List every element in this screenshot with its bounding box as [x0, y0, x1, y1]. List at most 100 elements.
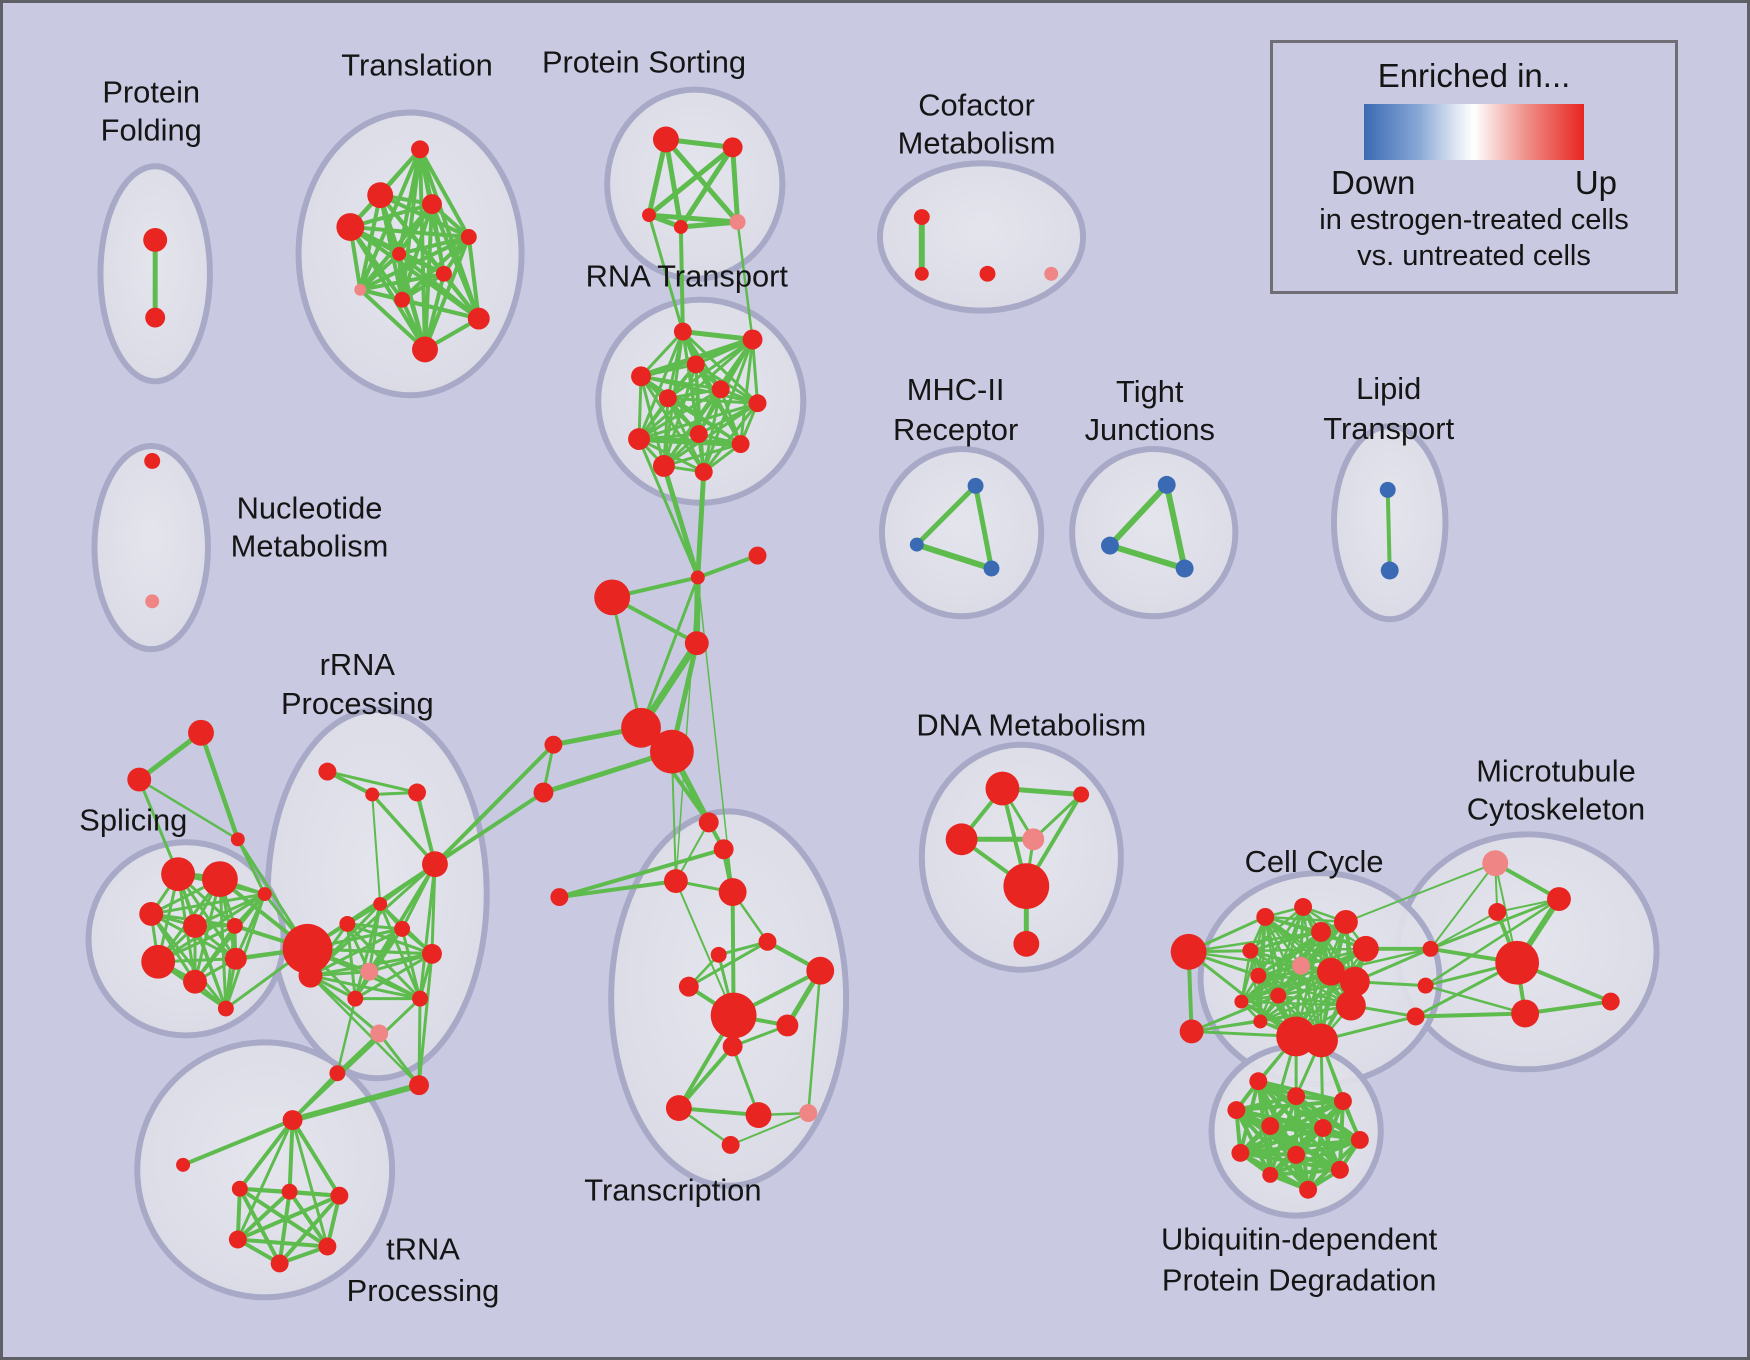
node-x12[interactable] — [722, 1036, 743, 1057]
node-t10[interactable] — [467, 307, 490, 330]
node-mh3[interactable] — [983, 560, 1000, 577]
node-d1[interactable] — [985, 771, 1020, 806]
node-s6[interactable] — [257, 887, 272, 902]
node-u5[interactable] — [1261, 1117, 1280, 1135]
node-sc[interactable] — [230, 832, 245, 847]
node-rb2[interactable] — [409, 1075, 429, 1096]
node-b1[interactable] — [621, 707, 661, 748]
node-x4[interactable] — [718, 878, 747, 906]
node-pf1[interactable] — [143, 228, 168, 252]
node-ccL1[interactable] — [1170, 933, 1207, 970]
node-mt3[interactable] — [1488, 903, 1507, 921]
node-t9[interactable] — [394, 291, 411, 308]
node-h1[interactable] — [282, 923, 333, 974]
node-g6[interactable] — [270, 1254, 289, 1273]
node-rt11[interactable] — [652, 454, 675, 477]
node-cc4[interactable] — [1333, 909, 1358, 934]
node-u9[interactable] — [1287, 1145, 1306, 1164]
node-s5[interactable] — [226, 917, 243, 934]
node-nu1[interactable] — [144, 453, 161, 469]
node-g2[interactable] — [281, 1183, 298, 1200]
node-cf4[interactable] — [1044, 266, 1059, 281]
node-d5[interactable] — [1003, 863, 1050, 909]
node-d4[interactable] — [1022, 828, 1045, 851]
node-t2[interactable] — [367, 182, 394, 209]
node-cc16[interactable] — [1304, 1023, 1338, 1058]
node-x9[interactable] — [806, 956, 835, 985]
node-t7[interactable] — [435, 265, 452, 282]
node-g5[interactable] — [318, 1237, 337, 1256]
node-rt5[interactable] — [711, 380, 730, 399]
node-ps4[interactable] — [673, 220, 688, 234]
node-ccR3[interactable] — [1406, 1007, 1425, 1026]
node-r7[interactable] — [394, 920, 411, 937]
node-q3[interactable] — [594, 579, 631, 616]
node-mt4[interactable] — [1495, 940, 1540, 985]
node-rt1[interactable] — [673, 322, 692, 341]
node-u7[interactable] — [1350, 1131, 1369, 1149]
node-rt4[interactable] — [631, 366, 651, 387]
node-rt9[interactable] — [689, 425, 708, 444]
node-rt12[interactable] — [694, 462, 713, 481]
node-cc11[interactable] — [1253, 1014, 1268, 1029]
node-ps5[interactable] — [729, 214, 746, 230]
node-c2[interactable] — [533, 782, 554, 803]
node-rt3[interactable] — [686, 355, 705, 374]
node-c1[interactable] — [544, 735, 563, 754]
node-cc12[interactable] — [1317, 957, 1345, 986]
node-ccR2[interactable] — [1417, 977, 1434, 994]
node-ps3[interactable] — [642, 208, 656, 223]
node-d6[interactable] — [1013, 930, 1040, 957]
node-t5[interactable] — [460, 228, 477, 245]
node-t8[interactable] — [354, 283, 367, 296]
node-s3[interactable] — [139, 902, 164, 926]
node-u1[interactable] — [1249, 1072, 1268, 1091]
node-nu2[interactable] — [145, 594, 160, 609]
node-s10[interactable] — [217, 1000, 234, 1017]
node-r5[interactable] — [339, 915, 356, 932]
node-x1[interactable] — [698, 812, 719, 833]
node-r3[interactable] — [408, 783, 426, 802]
node-mh2[interactable] — [909, 537, 924, 552]
node-lp1[interactable] — [1379, 481, 1396, 498]
node-cc13[interactable] — [1339, 966, 1370, 997]
node-cf3[interactable] — [979, 265, 996, 282]
node-u4[interactable] — [1227, 1101, 1246, 1120]
node-r12[interactable] — [347, 990, 364, 1007]
node-b2[interactable] — [649, 729, 694, 774]
node-g3[interactable] — [330, 1186, 349, 1205]
node-s4[interactable] — [183, 913, 207, 938]
node-t11[interactable] — [412, 336, 438, 363]
node-cc7[interactable] — [1242, 942, 1259, 959]
node-rt7[interactable] — [748, 394, 767, 413]
node-d3[interactable] — [945, 823, 978, 856]
node-x16[interactable] — [721, 1135, 740, 1154]
node-q4[interactable] — [684, 631, 709, 656]
node-cc10[interactable] — [1234, 994, 1249, 1009]
node-mt2[interactable] — [1547, 887, 1571, 911]
node-cc5[interactable] — [1352, 935, 1379, 962]
node-th[interactable] — [282, 1110, 303, 1131]
node-cc3[interactable] — [1311, 921, 1331, 942]
node-rt10[interactable] — [731, 435, 750, 454]
node-ccL2[interactable] — [1179, 1019, 1204, 1044]
node-h2[interactable] — [298, 963, 323, 988]
node-cc9[interactable] — [1270, 987, 1287, 1004]
node-r6[interactable] — [373, 897, 388, 911]
node-rt8[interactable] — [628, 428, 650, 451]
node-sb[interactable] — [127, 767, 152, 792]
node-sa[interactable] — [188, 719, 214, 746]
node-r11[interactable] — [412, 990, 428, 1007]
node-s2[interactable] — [201, 861, 238, 898]
node-ccR1[interactable] — [1422, 940, 1439, 957]
node-s7[interactable] — [141, 944, 176, 979]
node-q2[interactable] — [748, 546, 767, 565]
node-x3[interactable] — [663, 869, 688, 894]
node-u8[interactable] — [1231, 1143, 1250, 1162]
node-r9[interactable] — [422, 943, 442, 964]
node-ps2[interactable] — [722, 137, 743, 158]
node-cf2[interactable] — [914, 266, 929, 281]
node-r2[interactable] — [365, 787, 380, 802]
node-x14[interactable] — [745, 1102, 772, 1129]
node-cc14[interactable] — [1335, 990, 1366, 1021]
